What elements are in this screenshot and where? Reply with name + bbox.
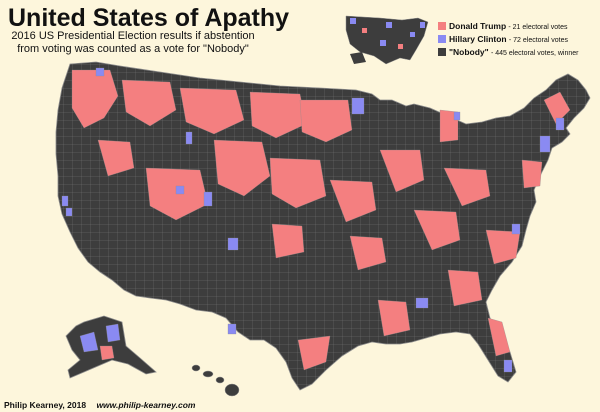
- legend-votes: - 72 electoral votes: [508, 37, 569, 44]
- nobody-swatch: [438, 48, 446, 56]
- clinton-swatch: [438, 35, 446, 43]
- map-subtitle: 2016 US Presidential Election results if…: [11, 30, 255, 55]
- legend-name: Donald Trump: [449, 21, 507, 31]
- hawaii-shape: [191, 364, 240, 397]
- legend-item-trump: Donald Trump - 21 electoral votes: [438, 21, 598, 33]
- clinton-counties: [61, 67, 565, 373]
- legend-votes: - 445 electoral votes, winner: [490, 50, 579, 57]
- trump-counties: [71, 69, 571, 371]
- legend-name: "Nobody": [449, 47, 489, 57]
- mini-us-map: [345, 15, 429, 65]
- author-credit: Philip Kearney, 2018: [4, 400, 87, 410]
- author-url[interactable]: www.philip-kearney.com: [96, 400, 196, 410]
- map-title: United States of Apathy: [8, 4, 290, 32]
- credit-line: Philip Kearney, 2018 www.philip-kearney.…: [4, 400, 195, 410]
- legend-name: Hillary Clinton: [449, 34, 507, 44]
- trump-swatch: [438, 22, 446, 30]
- legend-item-nobody: "Nobody" - 445 electoral votes, winner: [438, 47, 598, 59]
- legend-item-clinton: Hillary Clinton - 72 electoral votes: [438, 34, 598, 46]
- legend: Donald Trump - 21 electoral votes Hillar…: [438, 21, 598, 60]
- legend-votes: - 21 electoral votes: [508, 24, 568, 31]
